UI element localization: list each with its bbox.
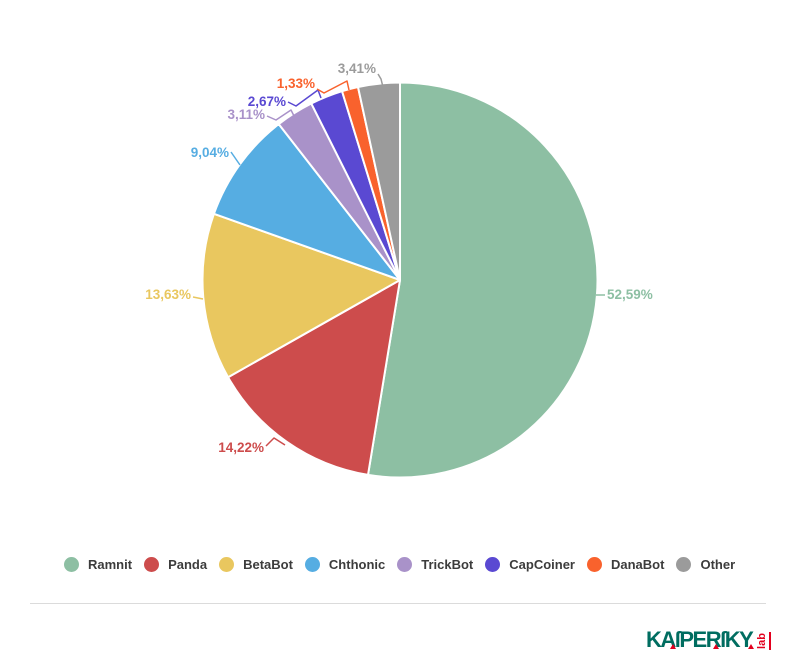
percent-label-chthonic: 9,04% <box>191 145 229 160</box>
legend-item-ramnit[interactable]: Ramnit <box>64 556 133 572</box>
pie-slice-panda[interactable] <box>227 279 401 476</box>
legend-item-betabot[interactable]: BetaBot <box>219 556 293 572</box>
percent-label-ramnit: 52,59% <box>607 287 653 302</box>
callout-line-danabot <box>316 80 350 94</box>
legend-item-panda[interactable]: Panda <box>144 556 208 572</box>
legend-item-capcoiner[interactable]: CapCoiner <box>485 556 575 572</box>
pie-slice-ramnit[interactable] <box>367 81 599 479</box>
legend-label-danabot: DanaBot <box>611 556 665 572</box>
callout-line-capcoiner <box>287 89 322 107</box>
callout-line-other <box>377 73 384 88</box>
kaspersky-wordmark: KAſPERſKY <box>646 627 754 652</box>
legend-dot-capcoiner <box>485 556 501 572</box>
legend-dot-betabot <box>219 556 235 572</box>
callout-line-betabot <box>192 296 204 300</box>
legend-label-betabot: BetaBot <box>243 556 293 572</box>
percent-label-capcoiner: 2,67% <box>248 94 286 109</box>
percent-label-other: 3,41% <box>338 61 376 76</box>
percent-label-panda: 14,22% <box>218 440 264 455</box>
legend-item-other[interactable]: Other <box>676 556 736 572</box>
legend-item-trickbot[interactable]: TrickBot <box>397 556 474 572</box>
legend-label-trickbot: TrickBot <box>421 556 474 572</box>
percent-label-betabot: 13,63% <box>145 287 191 302</box>
percent-label-trickbot: 3,11% <box>227 107 265 122</box>
legend-label-ramnit: Ramnit <box>88 556 133 572</box>
legend-dot-trickbot <box>397 556 413 572</box>
legend-dot-danabot <box>587 556 602 572</box>
legend-item-danabot[interactable]: DanaBot <box>587 556 665 572</box>
pie-chart: 52,59% 14,22% 13,63% 9,04% 3,11%2,67% 1,33% 3,… <box>145 61 653 479</box>
legend-item-chthonic[interactable]: Chthonic <box>304 556 386 572</box>
callout-line-trickbot <box>266 109 295 121</box>
percent-label-danabot: 1,33% <box>277 76 315 91</box>
legend-dot-other <box>676 556 692 572</box>
pie-slice-betabot[interactable] <box>201 212 401 379</box>
legend-label-capcoiner: CapCoiner <box>509 556 575 572</box>
legend-label-other: Other <box>700 556 736 572</box>
legend-dot-ramnit <box>64 556 79 572</box>
kaspersky-logo: KAſPERſKY lab <box>646 629 778 657</box>
legend-label-panda: Panda <box>168 556 208 572</box>
divider <box>30 603 766 604</box>
callout-line-panda <box>265 437 286 447</box>
legend-dot-panda <box>144 556 160 572</box>
logo-red-triangle <box>713 644 719 649</box>
pie-slice-other[interactable] <box>357 81 401 281</box>
kaspersky-lab-text: lab <box>756 632 771 650</box>
legend: Ramnit Panda BetaBot Chthonic TrickBot CapCoi… <box>64 552 735 576</box>
legend-dot-chthonic <box>304 556 320 572</box>
callout-line-chthonic <box>230 151 241 166</box>
logo-red-triangle <box>670 644 676 649</box>
logo-red-triangle <box>748 644 754 649</box>
legend-label-chthonic: Chthonic <box>328 556 386 572</box>
